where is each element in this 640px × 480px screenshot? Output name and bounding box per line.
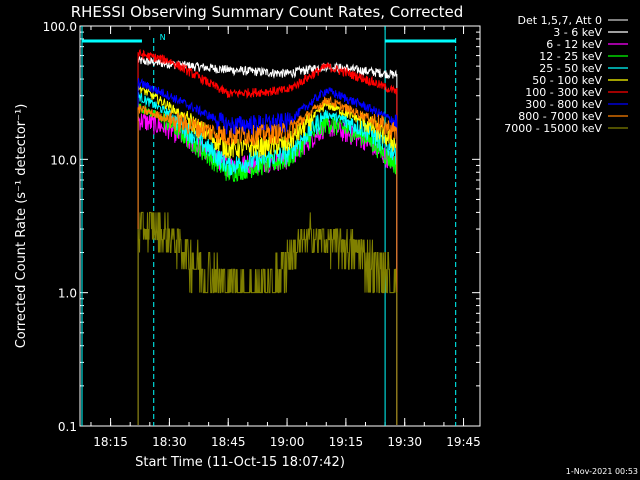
footer-timestamp: 1-Nov-2021 00:53: [566, 467, 638, 476]
legend-entry: 6 - 12 keV: [546, 38, 602, 51]
x-tick-label: 19:30: [387, 435, 422, 449]
legend-entry: 800 - 7000 keV: [518, 110, 602, 123]
series-group: [137, 48, 398, 425]
x-axis: 18:15 18:30 18:45 19:00 19:15 19:30 19:45: [90, 26, 481, 449]
plot-frame: [79, 25, 481, 427]
legend-header: Det 1,5,7, Att 0: [518, 14, 602, 27]
x-tick-label: 19:45: [446, 435, 481, 449]
series-line: [137, 95, 398, 425]
legend-entry: 300 - 800 keV: [525, 98, 602, 111]
y-axis: 100.0 10.0 1.0 0.1: [43, 20, 480, 434]
legend-entry: 3 - 6 keV: [553, 26, 602, 39]
legend-entry: 7000 - 15000 keV: [504, 122, 602, 135]
y-axis-label: Corrected Count Rate (s⁻¹ detector⁻¹): [14, 104, 29, 349]
y-tick-label: 100.0: [43, 20, 77, 34]
legend-entry: 25 - 50 keV: [539, 62, 602, 75]
series-line: [137, 83, 398, 425]
series-line: [137, 48, 398, 425]
series-line: [137, 211, 398, 425]
legend-entry: 50 - 100 keV: [532, 74, 602, 87]
y-tick-label: 1.0: [58, 287, 77, 301]
legend-entry: 12 - 25 keV: [539, 50, 602, 63]
x-tick-label: 18:15: [93, 435, 128, 449]
legend-entry: 100 - 300 keV: [525, 86, 602, 99]
y-tick-label: 10.0: [50, 153, 77, 167]
x-tick-label: 19:15: [329, 435, 364, 449]
x-axis-label: Start Time (11-Oct-15 18:07:42): [135, 455, 345, 470]
x-tick-label: 19:00: [270, 435, 305, 449]
x-tick-label: 18:30: [152, 435, 187, 449]
y-tick-label: 0.1: [58, 420, 77, 434]
chart-title: RHESSI Observing Summary Count Rates, Co…: [71, 3, 464, 21]
x-tick-label: 18:45: [211, 435, 246, 449]
night-marker: N: [160, 33, 166, 42]
series-line: [137, 78, 398, 425]
